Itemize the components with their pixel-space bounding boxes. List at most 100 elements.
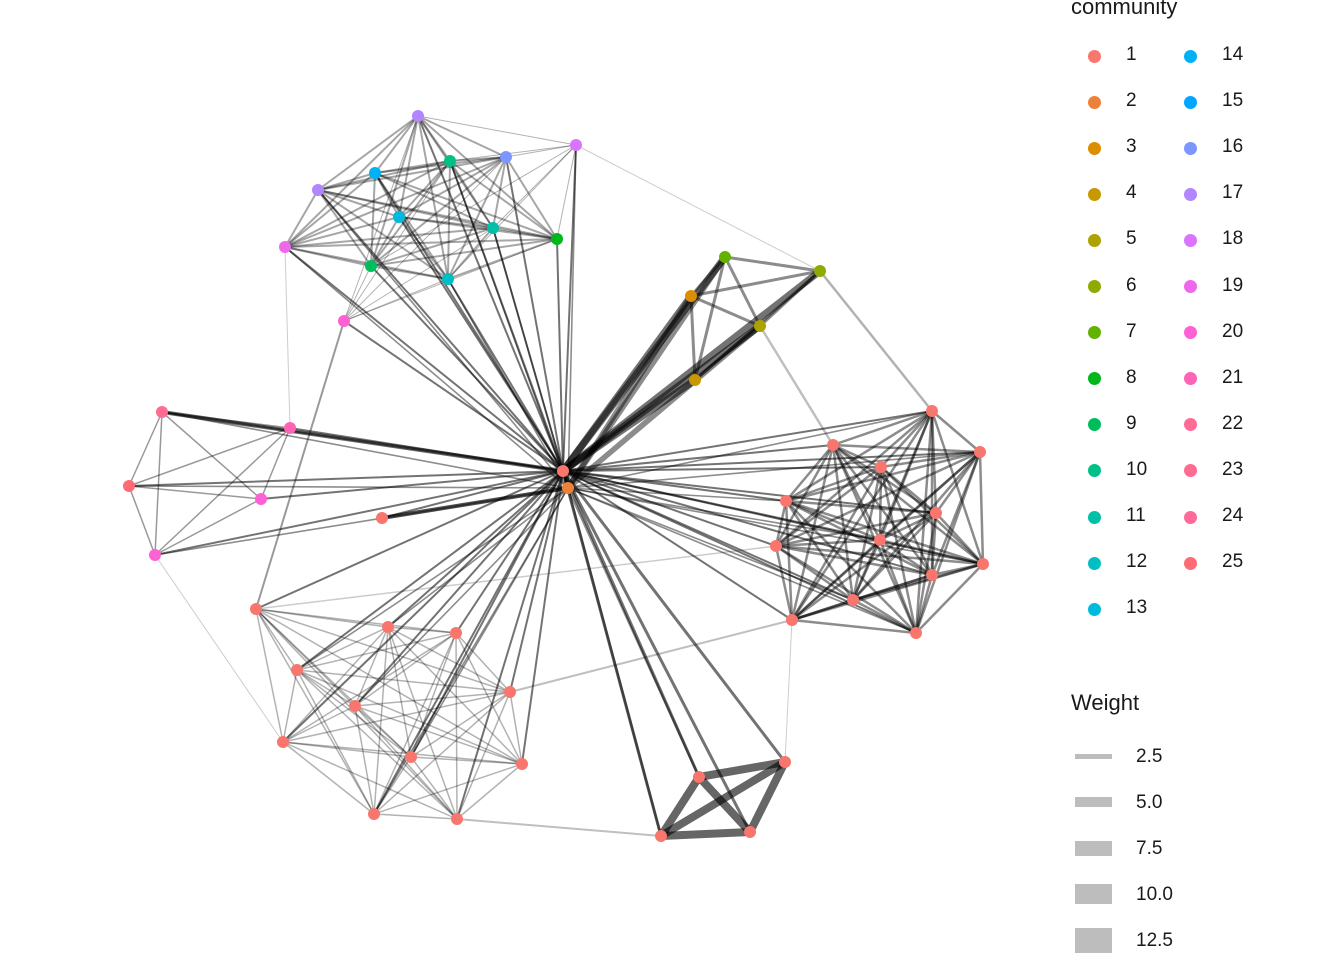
- network-edge: [774, 409, 934, 548]
- network-edge: [784, 499, 882, 542]
- network-node: [442, 273, 454, 285]
- network-edge: [354, 626, 389, 707]
- network-edge: [575, 144, 821, 272]
- network-edge: [509, 691, 523, 765]
- network-edge: [447, 238, 558, 280]
- network-edge: [255, 608, 298, 671]
- network-edge: [851, 511, 938, 602]
- network-node: [875, 461, 887, 473]
- network-edge: [689, 269, 822, 298]
- community-legend-item: 15: [1184, 90, 1243, 113]
- community-legend-title: community: [1071, 0, 1178, 19]
- network-edge: [567, 144, 577, 489]
- community-legend-item: 1: [1088, 44, 1137, 67]
- network-edge: [260, 470, 564, 500]
- community-color-dot: [1184, 95, 1197, 109]
- network-edge: [914, 409, 934, 635]
- network-node: [368, 808, 380, 820]
- network-edge: [373, 632, 457, 815]
- network-edge: [879, 450, 982, 469]
- network-edge: [790, 598, 855, 622]
- network-node: [516, 758, 528, 770]
- network-edge: [370, 265, 564, 472]
- network-edge: [370, 144, 577, 267]
- network-node: [551, 233, 563, 245]
- network-edge: [398, 216, 558, 240]
- network-edge: [784, 499, 855, 602]
- network-edge: [790, 443, 835, 622]
- network-node: [779, 756, 791, 768]
- network-edge: [284, 246, 564, 472]
- network-edge: [492, 227, 564, 472]
- network-edge: [556, 238, 564, 472]
- network-edge: [914, 450, 982, 635]
- network-edge: [317, 189, 569, 489]
- network-edge: [317, 160, 451, 191]
- network-node: [780, 495, 792, 507]
- community-legend-item: 20: [1184, 321, 1243, 344]
- network-edge: [449, 160, 494, 229]
- network-edge: [417, 115, 577, 146]
- weight-key-line: [1075, 840, 1112, 856]
- network-node: [655, 830, 667, 842]
- weight-label: 12.5: [1136, 930, 1173, 951]
- community-color-dot: [1088, 556, 1101, 570]
- network-edge: [296, 669, 375, 815]
- community-label: 16: [1222, 136, 1244, 158]
- network-edge: [343, 320, 564, 472]
- network-edge: [343, 156, 507, 322]
- network-edge: [774, 465, 883, 548]
- network-edge: [284, 216, 400, 248]
- community-label: 6: [1126, 274, 1137, 296]
- network-node: [255, 493, 267, 505]
- network-edge: [934, 511, 985, 566]
- weight-key-line: [1075, 797, 1112, 807]
- network-edge: [373, 691, 511, 815]
- network-edge: [784, 443, 835, 503]
- network-edge: [851, 409, 934, 602]
- community-legend-item: 14: [1184, 44, 1243, 67]
- network-edge: [255, 608, 412, 758]
- network-edge: [260, 427, 291, 500]
- network-node: [977, 558, 989, 570]
- network-edge: [296, 669, 356, 707]
- network-edge: [774, 544, 985, 566]
- network-edge: [790, 465, 883, 622]
- network-edge: [774, 450, 982, 548]
- network-edge: [282, 741, 458, 820]
- network-node: [562, 482, 574, 494]
- network-edge: [354, 705, 523, 765]
- network-edge: [128, 411, 163, 487]
- network-edge: [154, 554, 284, 743]
- network-edge: [774, 544, 918, 635]
- community-color-dot: [1184, 510, 1197, 524]
- network-edge: [914, 573, 934, 635]
- network-edge: [784, 499, 918, 635]
- community-label: 22: [1222, 412, 1244, 434]
- network-edge: [373, 763, 523, 815]
- network-edge: [317, 156, 507, 191]
- network-edge: [317, 172, 376, 191]
- network-edge: [562, 444, 834, 472]
- network-edge: [296, 669, 412, 758]
- network-edge: [566, 486, 663, 838]
- network-node: [744, 826, 756, 838]
- community-color-dot: [1184, 372, 1197, 386]
- node-layer: [123, 110, 989, 842]
- network-node: [284, 422, 296, 434]
- community-color-dot: [1184, 464, 1197, 478]
- network-edge: [449, 160, 569, 489]
- network-node: [974, 446, 986, 458]
- network-edge: [282, 691, 511, 743]
- community-legend-item: 19: [1184, 275, 1243, 298]
- network-edge: [387, 470, 564, 628]
- community-label: 9: [1126, 412, 1137, 434]
- network-node: [827, 439, 839, 451]
- network-edge: [284, 238, 558, 248]
- network-edge: [387, 487, 569, 628]
- network-edge: [562, 466, 882, 472]
- network-edge: [154, 470, 564, 556]
- network-edge: [380, 486, 570, 520]
- community-color-dot: [1184, 280, 1197, 293]
- network-edge: [562, 470, 984, 565]
